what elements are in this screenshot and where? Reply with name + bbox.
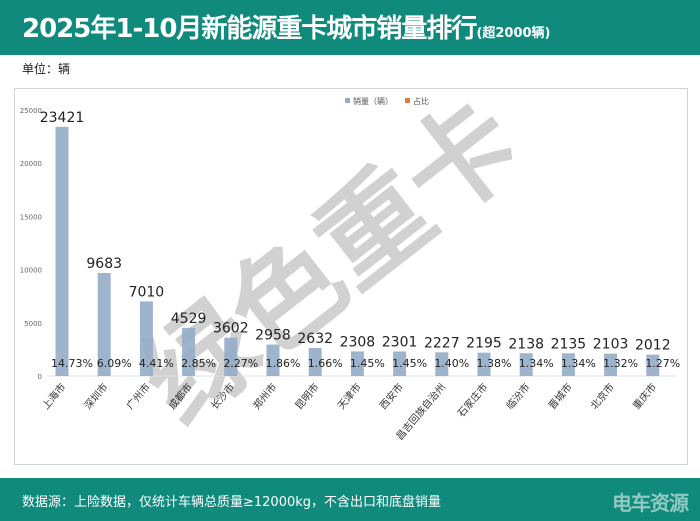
chart-container xyxy=(14,88,688,465)
unit-label: 单位：辆 xyxy=(22,62,71,76)
value-label: 2138 xyxy=(508,336,544,352)
title-suffix: (超2000辆) xyxy=(476,26,551,41)
value-label: 9683 xyxy=(86,256,122,272)
x-tick-label: 广州市 xyxy=(123,381,152,412)
y-tick-label: 5000 xyxy=(24,320,42,328)
value-label: 2301 xyxy=(382,335,418,351)
x-tick-label: 石家庄市 xyxy=(455,381,491,420)
share-label: 1.66% xyxy=(308,357,343,370)
value-label: 2308 xyxy=(340,334,376,350)
y-tick-label: 20000 xyxy=(20,160,42,168)
legend-label-sales: 销量（辆） xyxy=(353,96,393,106)
legend-swatch-share xyxy=(405,98,410,103)
share-label: 1.38% xyxy=(477,357,512,370)
x-tick-label: 重庆市 xyxy=(630,381,659,412)
share-label: 4.41% xyxy=(139,357,174,370)
bar xyxy=(646,354,660,376)
y-tick-label: 25000 xyxy=(20,107,42,115)
value-label: 2227 xyxy=(424,335,460,351)
share-label: 1.45% xyxy=(392,357,427,370)
x-tick-label: 晋城市 xyxy=(545,381,574,412)
page-title: 2025年1-10月新能源重卡城市销量排行(超2000辆) xyxy=(22,8,551,45)
share-label: 1.86% xyxy=(266,357,301,370)
share-label: 1.32% xyxy=(603,357,638,370)
value-label: 7010 xyxy=(129,284,165,300)
y-tick-label: 0 xyxy=(38,373,42,381)
bar xyxy=(477,352,491,376)
x-tick-label: 西安市 xyxy=(377,381,406,412)
share-label: 14.73% xyxy=(51,357,93,370)
header-banner: 2025年1-10月新能源重卡城市销量排行(超2000辆) xyxy=(0,0,700,55)
share-label: 2.85% xyxy=(181,357,216,370)
data-source-note: 数据源：上险数据，仅统计车辆总质量≥12000kg，不含出口和底盘销量 xyxy=(22,495,442,510)
share-label: 1.34% xyxy=(561,357,596,370)
x-tick-label: 临汾市 xyxy=(503,381,532,412)
x-tick-label: 上海市 xyxy=(39,381,68,412)
x-tick-label: 深圳市 xyxy=(81,381,110,412)
bar xyxy=(435,352,449,376)
footer-banner: 数据源：上险数据，仅统计车辆总质量≥12000kg，不含出口和底盘销量 电车资源 xyxy=(0,478,700,521)
share-label: 1.34% xyxy=(519,357,554,370)
x-tick-label: 北京市 xyxy=(588,381,617,412)
brand-logo: 电车资源 xyxy=(612,491,689,515)
value-label: 2632 xyxy=(297,331,333,347)
share-label: 1.40% xyxy=(434,357,469,370)
bar xyxy=(519,353,533,376)
share-label: 6.09% xyxy=(97,357,132,370)
legend-label-share: 占比 xyxy=(413,96,429,106)
bar xyxy=(139,301,153,376)
value-label: 2135 xyxy=(551,336,587,352)
bar xyxy=(604,353,618,376)
value-label: 2012 xyxy=(635,338,671,354)
bar xyxy=(561,353,575,376)
bar xyxy=(97,272,111,376)
bar xyxy=(266,344,280,376)
value-label: 2958 xyxy=(255,328,291,344)
bar xyxy=(350,351,364,376)
value-label: 3602 xyxy=(213,321,249,337)
y-tick-label: 10000 xyxy=(20,267,42,275)
value-label: 2195 xyxy=(466,336,502,352)
value-label: 2103 xyxy=(593,337,629,353)
x-tick-label: 天津市 xyxy=(334,381,363,412)
share-label: 1.27% xyxy=(645,357,680,370)
bar xyxy=(55,126,69,376)
bar xyxy=(182,327,196,376)
share-label: 1.45% xyxy=(350,357,385,370)
value-label: 23421 xyxy=(40,110,85,126)
bar xyxy=(308,347,322,376)
legend-swatch-sales xyxy=(345,98,350,103)
share-label: 2.27% xyxy=(223,357,258,370)
x-tick-label: 昆明市 xyxy=(292,381,321,412)
bar xyxy=(224,337,238,376)
title-main: 2025年1-10月新能源重卡城市销量排行 xyxy=(22,14,477,44)
value-label: 4529 xyxy=(171,311,207,327)
bar xyxy=(393,351,407,376)
y-tick-label: 15000 xyxy=(20,213,42,221)
